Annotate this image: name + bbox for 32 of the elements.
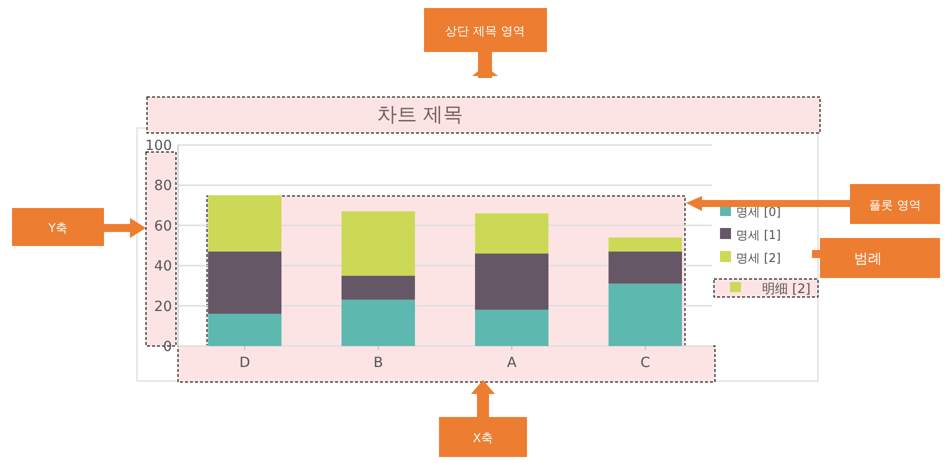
bar (208, 195, 282, 252)
chart-title: 차트 제목 (376, 102, 464, 126)
bar (208, 314, 282, 346)
bar (208, 252, 282, 314)
legend-label: 명세 [2] (736, 251, 781, 265)
x-tick-label: A (506, 355, 517, 371)
legend-label: 명세 [1] (736, 228, 781, 242)
bar (342, 211, 415, 276)
text: Y축 (47, 221, 68, 235)
y-tick-label: 0 (163, 339, 172, 355)
x-tick-label: B (373, 355, 384, 371)
bar (475, 213, 548, 254)
legend-label: 명세 [0] (736, 205, 781, 219)
text: 플롯 영역 (869, 198, 921, 212)
text: 범례 (854, 251, 882, 267)
y-tick-label: 80 (154, 178, 172, 194)
bar (608, 237, 682, 252)
text: X축 (472, 431, 494, 445)
bar (342, 300, 415, 346)
text: 상단 제목 영역 (445, 24, 525, 38)
bar (608, 252, 682, 284)
y-tick-label: 20 (154, 298, 172, 315)
text: 明细 [2] (762, 282, 811, 297)
y-tick-label: 100 (145, 138, 172, 154)
bar (608, 284, 682, 346)
bar (475, 254, 548, 310)
bar (342, 276, 415, 300)
x-tick-label: D (239, 355, 250, 371)
y-tick-label: 60 (154, 218, 172, 234)
bar (475, 310, 548, 346)
x-tick-label: C (640, 355, 650, 371)
y-tick-label: 40 (154, 258, 172, 275)
